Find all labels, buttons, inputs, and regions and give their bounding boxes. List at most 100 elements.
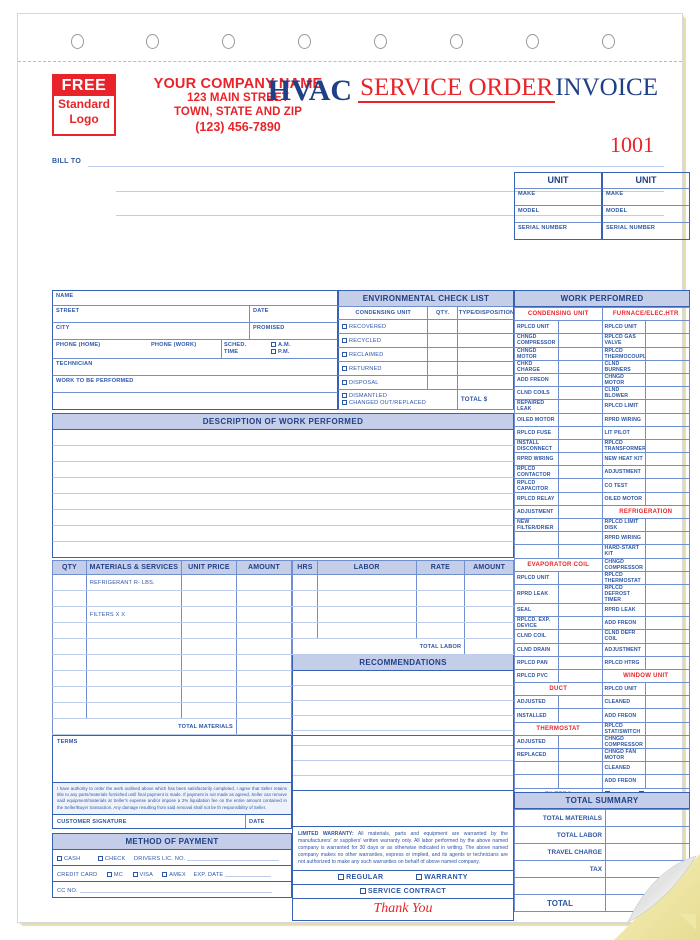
work-item-label[interactable]: ADJUSTMENT [601, 465, 647, 480]
unit-1-make-field[interactable]: MAKE [514, 189, 602, 206]
work-item-checkbox[interactable] [645, 517, 690, 533]
work-item-checkbox[interactable] [557, 734, 603, 750]
materials-amount-cell[interactable] [235, 702, 293, 719]
materials-price-cell[interactable] [180, 590, 237, 607]
signature-row[interactable]: CUSTOMER SIGNATURE DATE [52, 814, 292, 829]
materials-amount-cell[interactable] [235, 590, 293, 607]
work-item-checkbox[interactable] [557, 517, 603, 533]
work-item-label[interactable]: RPLCD LIMIT DISK [601, 517, 647, 533]
checkbox-icon[interactable] [338, 874, 345, 880]
materials-desc-cell[interactable]: FILTERS X X [85, 606, 182, 623]
unit-1-serial-field[interactable]: SERIAL NUMBER [514, 223, 602, 240]
terms-field[interactable]: TERMS [52, 735, 292, 783]
work-item-checkbox[interactable] [557, 372, 603, 388]
work-item-checkbox[interactable] [645, 747, 690, 763]
checkbox-icon[interactable] [342, 351, 347, 357]
work-item-label[interactable]: RPLCD FUSE [514, 425, 559, 440]
work-item-label[interactable]: NEW HEAT KIT [601, 452, 647, 467]
recommendations-line[interactable] [292, 671, 514, 686]
work-item-checkbox[interactable] [557, 544, 603, 559]
work-item-checkbox[interactable] [557, 504, 603, 520]
table-row[interactable] [52, 654, 293, 671]
work-item-label[interactable]: RPLCD UNIT [514, 570, 559, 585]
env-type-cell[interactable] [456, 361, 515, 376]
work-item-label[interactable]: LIT PILOT [601, 425, 647, 440]
materials-price-cell[interactable] [180, 574, 237, 591]
checkbox-icon[interactable] [342, 323, 347, 329]
table-row[interactable]: RPLCD CAPACITOR CO TEST [514, 478, 690, 493]
table-row[interactable]: REPAIRED LEAK RPLCD LIMIT [514, 399, 690, 414]
description-line[interactable] [52, 430, 514, 446]
work-item-label[interactable]: RPLCD GAS VALVE [601, 333, 647, 348]
work-item-checkbox[interactable] [557, 708, 603, 723]
field-city-promised[interactable]: CITY PROMISED [52, 323, 338, 340]
description-line[interactable] [52, 526, 514, 542]
materials-amount-cell[interactable] [235, 670, 293, 687]
work-item-label[interactable]: CHNGD MOTOR [514, 346, 559, 361]
work-item-label[interactable]: CHNGD COMPRESSOR [601, 557, 647, 572]
work-item-label[interactable]: RPRD WIRING [601, 531, 647, 546]
materials-desc-cell[interactable] [85, 686, 182, 703]
recommendations-line[interactable] [292, 701, 514, 716]
work-item-label[interactable]: CLND DEFR COIL [601, 629, 647, 644]
table-row[interactable]: TOTAL MATERIALS [514, 809, 690, 827]
field-technician[interactable]: TECHNICIAN [52, 359, 338, 376]
bill-to-line-3[interactable] [116, 215, 664, 216]
work-item-checkbox[interactable] [557, 616, 603, 631]
table-row[interactable]: CONDENSING UNIT FURNACE/ELEC.HTR [514, 306, 690, 322]
checkbox-icon[interactable] [342, 379, 347, 385]
table-row[interactable]: RECLAIMED [337, 347, 515, 362]
work-item-checkbox[interactable] [645, 438, 690, 454]
work-item-checkbox[interactable] [645, 386, 690, 401]
work-item-checkbox[interactable] [645, 544, 690, 559]
table-row[interactable]: CLND DRAIN ADJUSTMENT [514, 642, 690, 657]
description-line[interactable] [52, 542, 514, 558]
work-item-label[interactable]: RPLCD RELAY [514, 491, 559, 506]
materials-qty-cell[interactable] [52, 670, 87, 687]
work-item-checkbox[interactable] [557, 412, 603, 427]
work-item-checkbox[interactable] [557, 655, 603, 670]
checkbox-icon[interactable] [162, 871, 168, 877]
table-row[interactable]: RPRD WIRING [514, 531, 690, 546]
labor-desc-cell[interactable] [316, 574, 417, 591]
work-item-checkbox[interactable] [557, 438, 603, 454]
work-item-label[interactable]: RPLCD THERMOSTAT [601, 570, 647, 585]
work-item-checkbox[interactable] [557, 452, 603, 467]
work-item-label[interactable]: RPLCD CAPACITOR [514, 478, 559, 493]
work-item-checkbox[interactable] [557, 642, 603, 657]
work-item-checkbox[interactable] [557, 465, 603, 480]
work-item-label[interactable]: CLND BLOWER [601, 386, 647, 401]
checkbox-icon[interactable] [416, 874, 423, 880]
work-item-label[interactable]: CLND COIL [514, 629, 559, 644]
work-item-checkbox[interactable] [645, 642, 690, 657]
work-item-checkbox[interactable] [645, 333, 690, 348]
work-item-label[interactable]: RPLCD UNIT [601, 682, 647, 697]
table-row[interactable]: RPLCD FUSE LIT PILOT [514, 425, 690, 440]
labor-rate-cell[interactable] [415, 574, 466, 591]
total-materials-row-value[interactable] [605, 809, 690, 827]
materials-qty-cell[interactable] [52, 590, 87, 607]
table-row[interactable] [514, 877, 690, 895]
materials-price-cell[interactable] [180, 654, 237, 671]
warranty-options-row[interactable]: REGULAR WARRANTY [292, 871, 514, 885]
checkbox-icon[interactable] [342, 392, 347, 398]
table-row[interactable]: RPLCD PAN RPLCD HTRG [514, 655, 690, 670]
table-row[interactable]: RPLCD UNIT RPLCD UNIT [514, 320, 690, 335]
work-item-label[interactable]: CHNGD COMPRESSOR [601, 734, 647, 750]
table-row[interactable]: ADJUSTED CHNGD COMPRESSOR [514, 734, 690, 750]
total-labor-row-value[interactable] [605, 826, 690, 844]
work-item-label[interactable] [514, 774, 559, 789]
work-item-label[interactable]: ADD FREON [601, 616, 647, 631]
work-item-checkbox[interactable] [557, 668, 603, 684]
work-item-label[interactable]: REPLACED [514, 747, 559, 763]
work-item-checkbox[interactable] [645, 320, 690, 335]
work-item-checkbox[interactable] [645, 452, 690, 467]
materials-price-cell[interactable] [180, 670, 237, 687]
checkbox-icon[interactable] [271, 349, 276, 354]
table-row[interactable]: INSTALLED ADD FREON [514, 708, 690, 723]
work-item-label[interactable]: RPLCD HTRG [601, 655, 647, 670]
work-item-label[interactable]: CHNGD COMPRESSOR [514, 333, 559, 348]
work-item-label[interactable]: RPLCD THERMOCOUPLE [601, 346, 647, 361]
env-row-reclaimed[interactable]: RECLAIMED [337, 347, 429, 362]
work-item-label[interactable]: RPRD LEAK [601, 602, 647, 618]
